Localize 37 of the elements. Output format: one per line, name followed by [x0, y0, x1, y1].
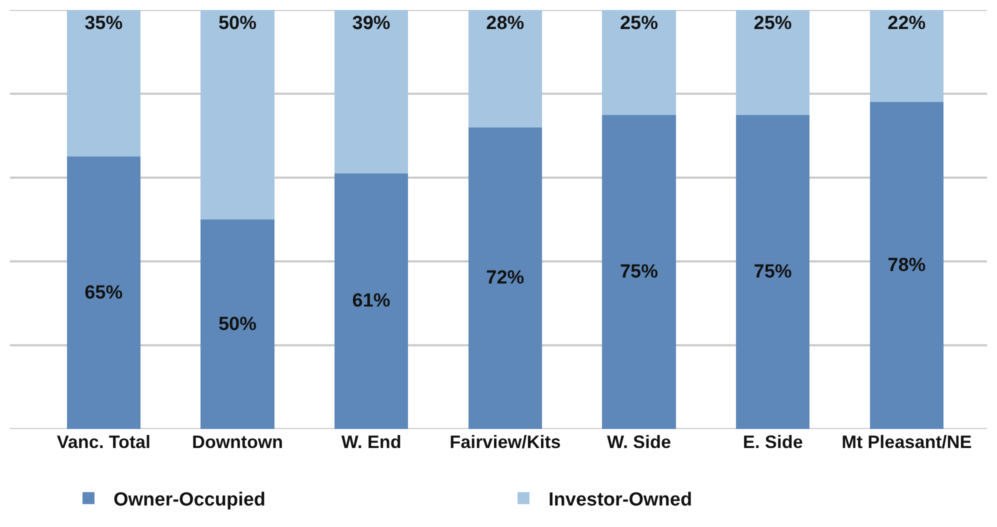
bar: [736, 114, 810, 429]
bar: [870, 10, 944, 102]
x-tick-label: W. End: [341, 432, 402, 452]
x-tick-label: E. Side: [742, 432, 803, 452]
data-label: 28%: [486, 13, 524, 34]
bar: [870, 102, 944, 429]
data-label: 25%: [620, 13, 658, 34]
bar: [602, 114, 676, 429]
bar: [334, 10, 408, 174]
data-label: 72%: [486, 268, 524, 289]
data-label: 75%: [620, 261, 658, 282]
data-label: 35%: [84, 13, 123, 34]
data-label: 78%: [888, 255, 926, 276]
bar: [334, 173, 408, 429]
data-label: 22%: [888, 13, 926, 34]
x-tick-label: W. Side: [607, 432, 672, 452]
x-tick-label: Fairview/Kits: [450, 432, 561, 452]
bar: [602, 10, 676, 115]
x-tick-label: Vanc. Total: [56, 432, 151, 452]
legend-label: Owner-Occupied: [114, 490, 266, 511]
bar: [200, 10, 274, 220]
data-label: 61%: [352, 290, 390, 312]
data-label: 75%: [754, 261, 792, 282]
bar: [200, 220, 274, 429]
data-label: 50%: [218, 13, 257, 34]
data-label: 39%: [352, 13, 390, 34]
legend-label: Investor-Owned: [548, 490, 692, 511]
x-tick-label: Downtown: [192, 432, 284, 452]
bar: [66, 10, 140, 157]
data-label: 25%: [754, 13, 792, 34]
data-label: 50%: [218, 314, 257, 335]
data-label: 65%: [84, 282, 123, 304]
bar: [468, 127, 542, 429]
bar: [468, 10, 542, 128]
bar: [736, 10, 810, 115]
bar: [66, 156, 140, 429]
x-tick-label: Mt Pleasant/NE: [842, 432, 972, 452]
